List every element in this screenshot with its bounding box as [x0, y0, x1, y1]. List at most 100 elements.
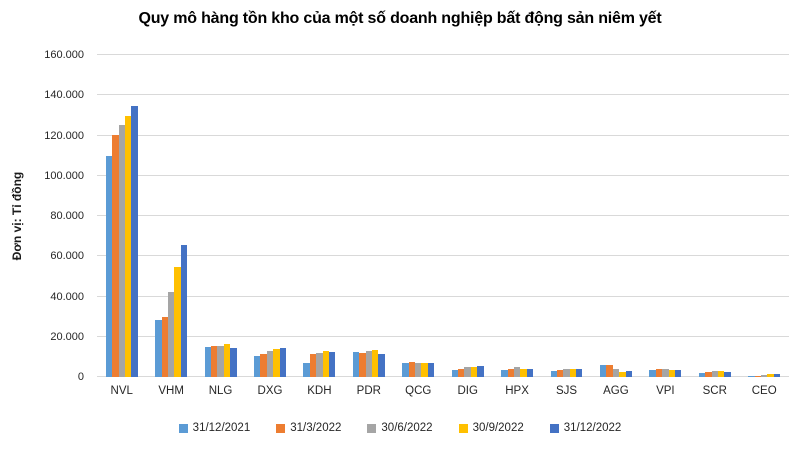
- bar: [223, 344, 231, 377]
- legend-item: 31/3/2022: [276, 422, 341, 434]
- bar: [458, 369, 465, 377]
- bar: [662, 369, 669, 377]
- y-tick-label: 80.000: [50, 210, 84, 222]
- y-tick-label: 20.000: [50, 330, 84, 343]
- bar-group-sjs: [542, 55, 591, 377]
- bar: [773, 373, 781, 377]
- bar: [754, 376, 761, 377]
- bar: [569, 368, 577, 377]
- bar: [112, 134, 119, 377]
- legend-label: 30/9/2022: [472, 422, 524, 434]
- gridline: [97, 134, 789, 136]
- bar: [668, 370, 675, 377]
- bar-group-agg: [591, 55, 640, 377]
- bar: [180, 244, 188, 377]
- legend-item: 30/6/2022: [367, 422, 433, 434]
- bar-group-nlg: [196, 55, 245, 377]
- legend-item: 30/9/2022: [458, 422, 524, 434]
- bar: [118, 125, 125, 377]
- bar: [507, 368, 514, 377]
- bar: [606, 364, 613, 377]
- x-tick-labels: NVL VHM NLG DXG KDH PDR QCG DIG HPX SJS AGG VPI SCR C…: [97, 385, 789, 397]
- x-tick-label: DIG: [457, 385, 478, 397]
- x-tick-label: VPI: [656, 385, 675, 397]
- bar: [415, 362, 422, 377]
- y-tick-labels: 0 20.000 40.000 60.000 80.000 100.000 120.000 1…: [0, 49, 88, 383]
- bar: [328, 352, 336, 377]
- bar: [408, 362, 416, 377]
- legend: 31/12/2021 31/3/2022 30/6/2022 30/9/2022 31/…: [0, 422, 800, 434]
- bar: [427, 362, 435, 377]
- bar-group-kdh: [295, 55, 344, 377]
- gridline: [97, 94, 789, 96]
- y-tick-label: 0: [77, 371, 84, 383]
- bar-group-vhm: [146, 55, 195, 377]
- x-tick-label: VHM: [158, 385, 184, 397]
- legend-item: 31/12/2022: [549, 422, 622, 434]
- bar: [761, 375, 768, 377]
- bar: [174, 267, 181, 377]
- bar: [303, 362, 310, 377]
- bar: [421, 362, 428, 377]
- bar: [550, 370, 557, 377]
- legend-swatch-icon: [367, 423, 377, 433]
- bar: [649, 369, 656, 377]
- bar: [167, 292, 175, 377]
- bar: [161, 316, 168, 377]
- gridline: [97, 295, 789, 297]
- bar: [767, 374, 774, 377]
- bar-group-pdr: [344, 55, 393, 377]
- bar: [105, 155, 113, 377]
- bar: [260, 353, 267, 377]
- bar: [625, 370, 632, 377]
- bar: [273, 349, 280, 377]
- bar: [724, 371, 731, 377]
- bar: [322, 350, 329, 377]
- bar: [612, 368, 620, 377]
- gridline: [97, 215, 789, 216]
- bar: [204, 346, 211, 377]
- bar: [352, 352, 360, 377]
- bar: [711, 370, 718, 377]
- gridline: [97, 376, 789, 377]
- bar: [698, 372, 706, 377]
- y-tick-label: 120.000: [44, 129, 84, 142]
- bar: [599, 364, 607, 377]
- bar: [131, 106, 138, 377]
- bar: [526, 369, 534, 377]
- x-tick-label: AGG: [603, 385, 629, 397]
- legend-label: 31/12/2021: [192, 422, 251, 434]
- bar: [563, 368, 570, 377]
- bar: [316, 353, 323, 377]
- x-tick-label: QCG: [405, 385, 432, 397]
- x-tick-label: SCR: [702, 385, 727, 397]
- legend-label: 31/12/2022: [563, 422, 622, 434]
- bar: [520, 369, 527, 377]
- bar: [230, 347, 237, 377]
- y-tick-label: 100.000: [44, 169, 84, 182]
- legend-swatch-icon: [276, 423, 286, 433]
- x-tick-label: HPX: [505, 385, 529, 397]
- bar: [378, 353, 385, 377]
- bar-groups: [97, 55, 789, 377]
- x-tick-label: NVL: [110, 385, 133, 397]
- legend-label: 30/6/2022: [381, 422, 433, 434]
- bar-group-qcg: [394, 55, 443, 377]
- legend-label: 31/3/2022: [290, 422, 342, 434]
- bar: [705, 371, 712, 377]
- y-tick-label: 160.000: [44, 49, 84, 61]
- plot-area: [97, 54, 789, 377]
- legend-swatch-icon: [549, 423, 559, 433]
- bar: [451, 370, 459, 377]
- bar: [279, 348, 286, 377]
- bar-group-vpi: [641, 55, 690, 377]
- bar: [576, 369, 583, 377]
- bar-group-ceo: [739, 55, 788, 377]
- bar: [402, 362, 409, 377]
- x-tick-label: PDR: [356, 385, 381, 397]
- legend-swatch-icon: [458, 423, 468, 433]
- gridline: [97, 174, 789, 176]
- x-tick-label: DXG: [257, 385, 283, 397]
- bar: [748, 376, 755, 377]
